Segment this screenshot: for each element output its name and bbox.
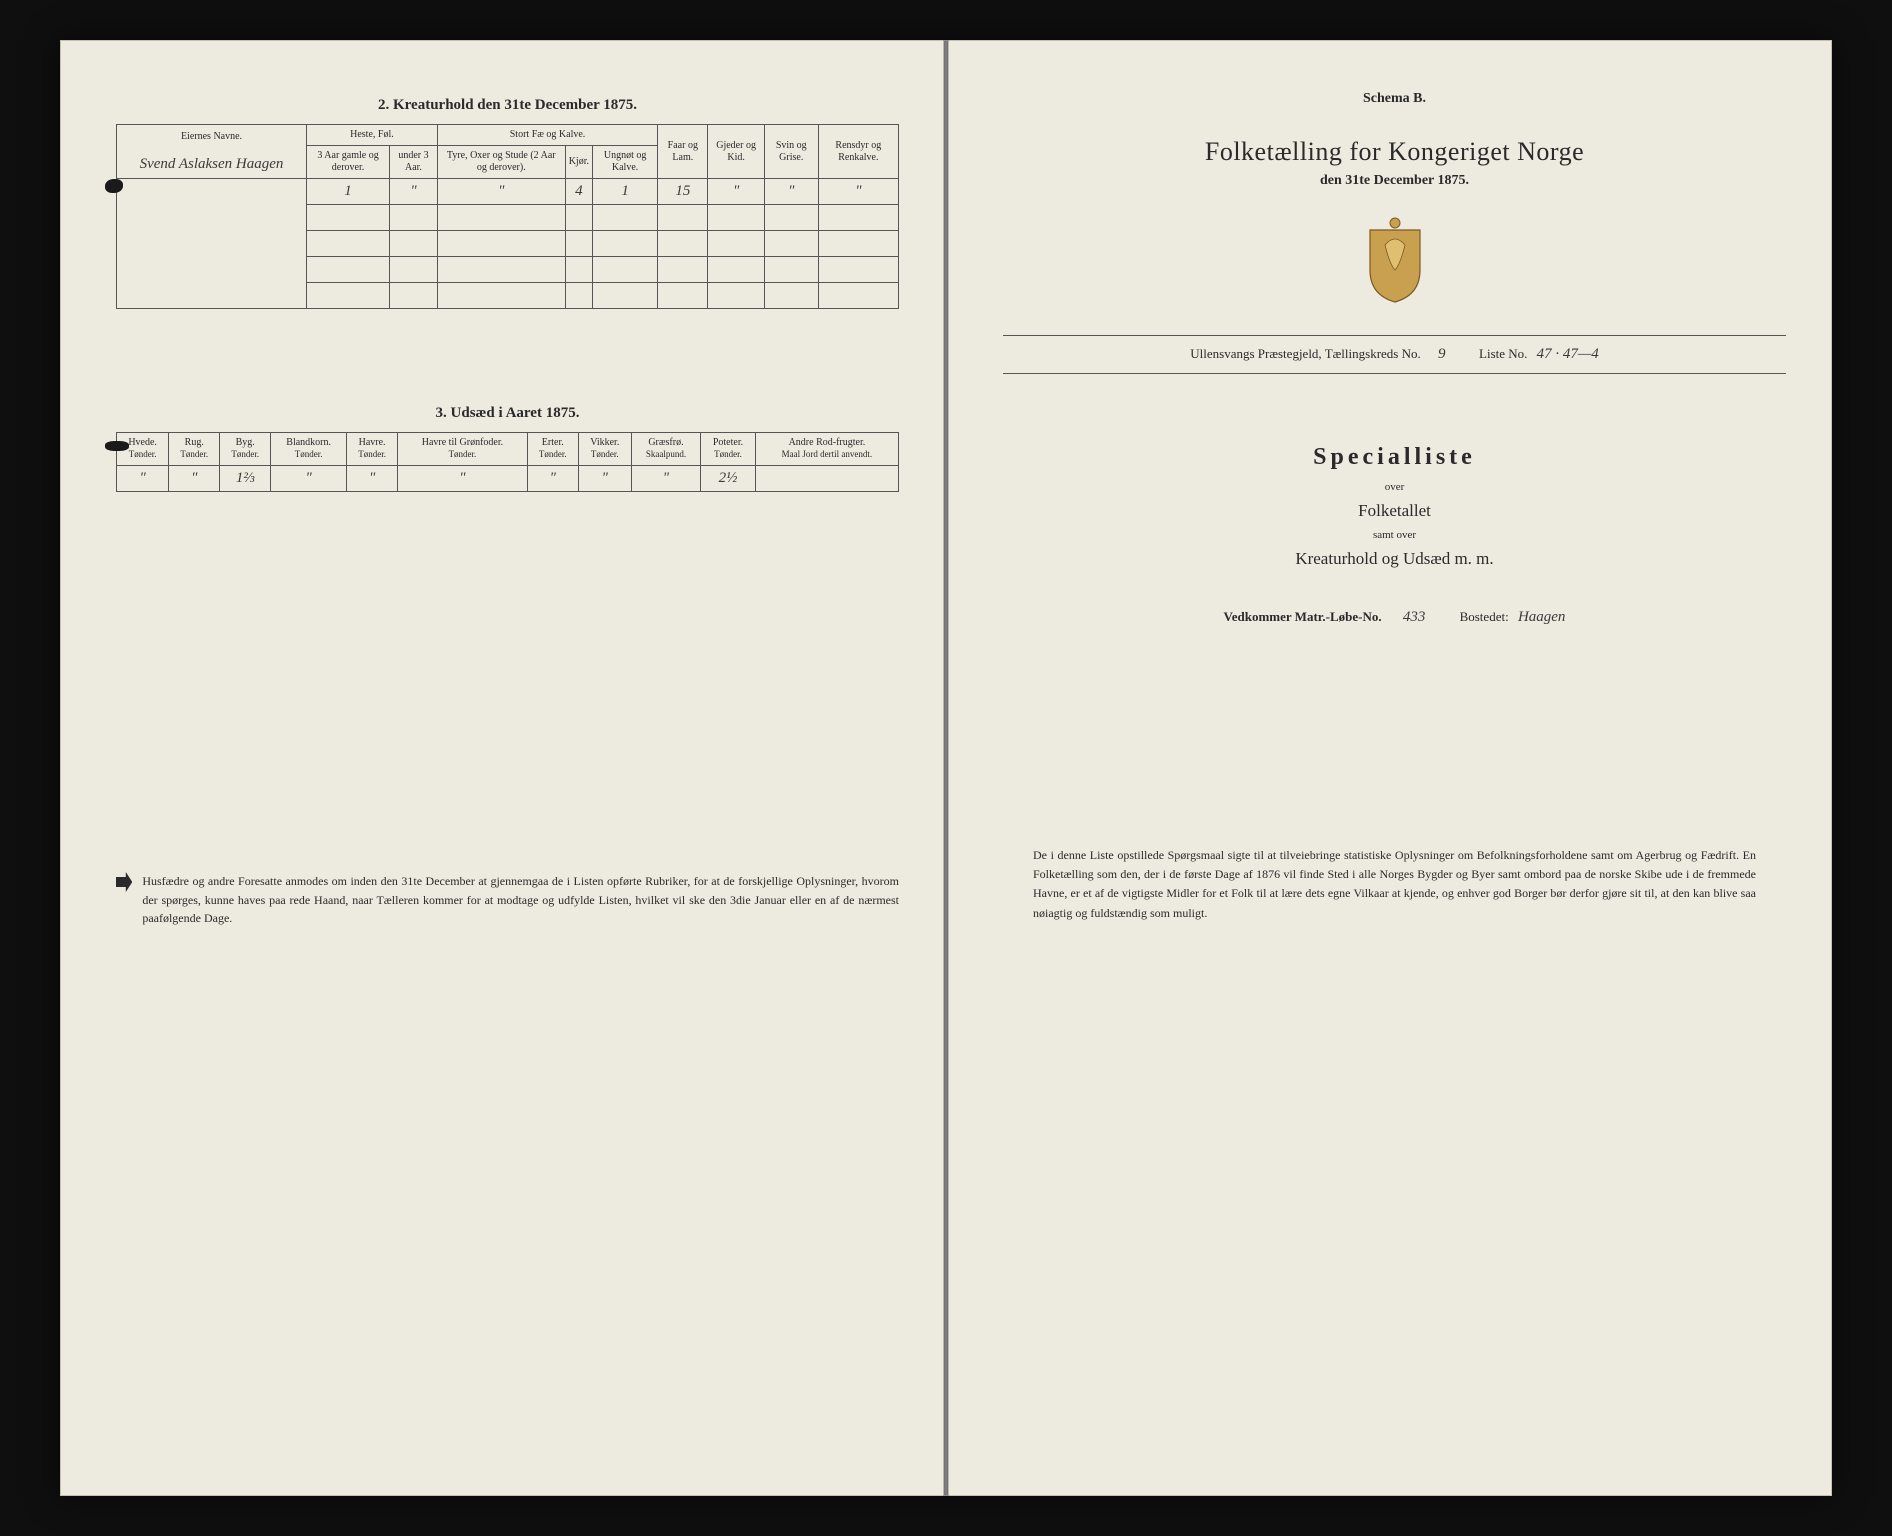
book-spine <box>943 40 949 1496</box>
folketallet-label: Folketallet <box>1003 501 1786 521</box>
col-havregron: Havre til Grønfoder.Tønder. <box>398 433 528 466</box>
col-eiernes: Eiernes Navne. Svend Aslaksen Haagen <box>117 125 307 179</box>
ink-blot <box>105 179 123 193</box>
main-title: Folketælling for Kongeriget Norge <box>1003 137 1786 167</box>
table-row: " " 1⅔ " " " " " " 2½ <box>117 466 899 492</box>
grp-heste: Heste, Føl. <box>307 125 438 146</box>
right-footnote: De i denne Liste opstillede Spørgsmaal s… <box>1003 846 1786 923</box>
kreatur-label: Kreaturhold og Udsæd m. m. <box>1003 549 1786 569</box>
vedkommer-line: Vedkommer Matr.-Løbe-No. 433 Bostedet: H… <box>1003 609 1786 626</box>
ink-blot <box>105 441 129 451</box>
samt-label: samt over <box>1003 529 1786 541</box>
col-vikker: Vikker.Tønder. <box>578 433 631 466</box>
viewer-frame: 2. Kreaturhold den 31te December 1875. E… <box>0 0 1892 1536</box>
col-kjor: Kjør. <box>565 146 592 179</box>
pointing-hand-icon <box>116 872 132 892</box>
col-rensdyr: Rensdyr og Renkalve. <box>818 125 898 179</box>
sub-date: den 31te December 1875. <box>1003 173 1786 189</box>
table-row: 1 " " 4 1 15 " " " <box>117 179 899 205</box>
meta-line: Ullensvangs Præstegjeld, Tællingskreds N… <box>1003 335 1786 374</box>
col-graesfro: Græsfrø.Skaalpund. <box>631 433 700 466</box>
col-poteter: Poteter.Tønder. <box>701 433 756 466</box>
right-page: Schema B. Folketælling for Kongeriget No… <box>946 40 1832 1496</box>
book-spread: 2. Kreaturhold den 31te December 1875. E… <box>60 40 1832 1496</box>
col-tyre: Tyre, Oxer og Stude (2 Aar og derover). <box>437 146 565 179</box>
schema-label: Schema B. <box>1003 91 1786 107</box>
col-faar: Faar og Lam. <box>658 125 708 179</box>
col-havre: Havre.Tønder. <box>347 433 398 466</box>
col-blandkorn: Blandkorn.Tønder. <box>271 433 347 466</box>
table-udsaed: Hvede.Tønder. Rug.Tønder. Byg.Tønder. Bl… <box>116 432 899 492</box>
col-hunder3: under 3 Aar. <box>390 146 438 179</box>
grp-stort: Stort Fæ og Kalve. <box>437 125 657 146</box>
col-byg: Byg.Tønder. <box>220 433 271 466</box>
col-erter: Erter.Tønder. <box>527 433 578 466</box>
col-gjeder: Gjeder og Kid. <box>708 125 764 179</box>
left-footnote-row: Husfædre og andre Foresatte anmodes om i… <box>116 872 899 928</box>
section3-title: 3. Udsæd i Aaret 1875. <box>116 405 899 422</box>
col-h3over: 3 Aar gamle og derover. <box>307 146 390 179</box>
col-svin: Svin og Grise. <box>764 125 818 179</box>
left-page: 2. Kreaturhold den 31te December 1875. E… <box>60 40 946 1496</box>
table-kreaturhold: Eiernes Navne. Svend Aslaksen Haagen Hes… <box>116 124 899 309</box>
col-rug: Rug.Tønder. <box>169 433 220 466</box>
over-label: over <box>1003 481 1786 493</box>
col-ungnot: Ungnøt og Kalve. <box>592 146 657 179</box>
left-footnote: Husfædre og andre Foresatte anmodes om i… <box>142 872 899 928</box>
section2-title: 2. Kreaturhold den 31te December 1875. <box>116 97 899 114</box>
specialliste-title: Specialliste <box>1003 444 1786 471</box>
coat-of-arms-icon <box>1360 215 1430 305</box>
col-rodfrugter: Andre Rod-frugter.Maal Jord dertil anven… <box>755 433 898 466</box>
